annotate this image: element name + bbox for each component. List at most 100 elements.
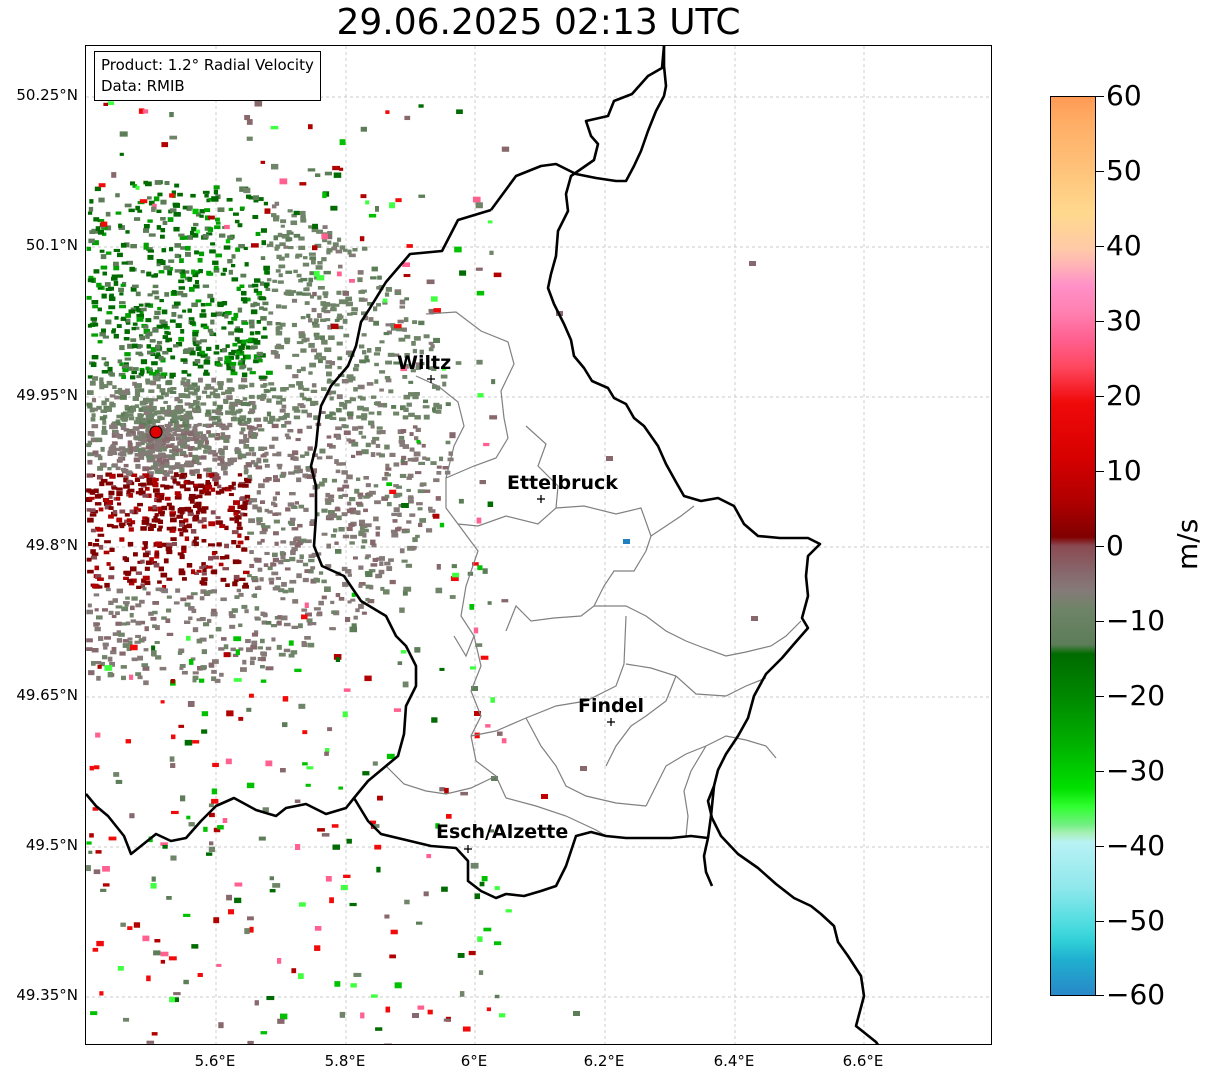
echo-bin bbox=[134, 404, 140, 408]
lat-label: 49.5°N bbox=[25, 836, 78, 854]
echo-bin bbox=[277, 615, 283, 619]
echo-bin bbox=[292, 406, 299, 411]
echo-bin bbox=[95, 732, 101, 738]
echo-bin bbox=[130, 566, 136, 572]
echo-bin bbox=[329, 416, 337, 421]
echo-bin bbox=[280, 768, 286, 773]
echo-bin bbox=[138, 108, 145, 114]
echo-bin bbox=[189, 493, 196, 499]
radar-map[interactable]: Wiltz Ettelbruck Findel Esch/Alzette bbox=[86, 46, 992, 1045]
echo-bin bbox=[161, 309, 168, 315]
echo-bin bbox=[285, 289, 292, 294]
echo-bin bbox=[128, 493, 134, 498]
echo-bin bbox=[291, 527, 299, 531]
echo-bin bbox=[233, 500, 240, 506]
echo-bin bbox=[162, 438, 170, 444]
echo-bin bbox=[375, 531, 380, 537]
echo-bin bbox=[329, 411, 335, 415]
echo-bin bbox=[147, 196, 152, 200]
echo-bin bbox=[190, 446, 195, 450]
echo-bin bbox=[384, 914, 390, 919]
echo-bin bbox=[345, 569, 352, 574]
echo-bin bbox=[111, 525, 119, 529]
echo-bin bbox=[223, 461, 231, 467]
echo-bin bbox=[296, 477, 302, 483]
echo-bin bbox=[277, 620, 282, 626]
echo-bin bbox=[193, 447, 199, 451]
echo-bin bbox=[501, 599, 509, 603]
echo-bin bbox=[326, 371, 332, 377]
echo-bin bbox=[128, 309, 136, 314]
echo-bin bbox=[212, 762, 219, 768]
lon-label: 5.8°E bbox=[324, 1052, 366, 1070]
echo-bin bbox=[99, 462, 107, 468]
echo-bin bbox=[125, 596, 130, 600]
echo-bin bbox=[217, 381, 224, 386]
echo-bin bbox=[130, 605, 135, 611]
echo-bin bbox=[439, 522, 445, 528]
echo-bin bbox=[183, 480, 189, 484]
echo-bin bbox=[149, 339, 156, 343]
echo-bin bbox=[293, 415, 301, 420]
echo-bin bbox=[346, 508, 354, 514]
echo-bin bbox=[159, 465, 165, 470]
echo-bin bbox=[412, 320, 418, 325]
echo-bin bbox=[117, 966, 124, 971]
echo-bin bbox=[277, 958, 282, 964]
echo-bin bbox=[255, 331, 261, 335]
echo-bin bbox=[320, 356, 327, 361]
echo-bin bbox=[208, 521, 216, 527]
echo-bin bbox=[103, 646, 108, 650]
echo-bin bbox=[178, 648, 185, 654]
echo-bin bbox=[191, 429, 198, 435]
echo-bin bbox=[258, 358, 263, 363]
colorbar-label: 60 bbox=[1106, 79, 1142, 112]
echo-bin bbox=[177, 314, 183, 319]
echo-bin bbox=[274, 353, 281, 359]
echo-bin bbox=[125, 572, 131, 576]
echo-bin bbox=[169, 112, 174, 118]
echo-bin bbox=[336, 341, 343, 346]
echo-bin bbox=[309, 362, 317, 368]
echo-bin bbox=[224, 355, 229, 361]
echo-bin bbox=[341, 403, 348, 407]
echo-bin bbox=[364, 359, 370, 363]
echo-bin bbox=[322, 239, 328, 243]
echo-bin bbox=[381, 496, 389, 501]
echo-bin bbox=[116, 274, 124, 278]
echo-bin bbox=[240, 427, 246, 432]
echo-bin bbox=[87, 569, 94, 574]
radar-site-marker[interactable] bbox=[149, 425, 163, 439]
echo-bin bbox=[199, 209, 205, 214]
echo-bin bbox=[321, 307, 327, 313]
echo-bin bbox=[319, 335, 325, 341]
echo-bin bbox=[472, 562, 479, 566]
echo-bin bbox=[362, 407, 369, 412]
echo-bin bbox=[238, 623, 243, 628]
echo-bin bbox=[178, 568, 185, 574]
echo-bin bbox=[117, 473, 124, 478]
echo-bin bbox=[271, 288, 279, 293]
echo-bin bbox=[118, 456, 124, 461]
echo-bin bbox=[109, 403, 116, 408]
map-area[interactable]: Wiltz Ettelbruck Findel Esch/Alzette bbox=[85, 45, 992, 1045]
echo-bin bbox=[375, 573, 381, 579]
echo-bin bbox=[494, 886, 500, 891]
echo-bin bbox=[386, 502, 392, 507]
echo-bin bbox=[235, 247, 241, 252]
echo-bin bbox=[419, 483, 424, 487]
echo-bin bbox=[365, 483, 371, 488]
echo-bin bbox=[224, 313, 229, 319]
colorbar-tick bbox=[1096, 696, 1104, 697]
echo-bin bbox=[139, 199, 148, 204]
echo-bin bbox=[309, 256, 317, 261]
echo-bin bbox=[395, 485, 402, 489]
echo-bin bbox=[155, 344, 161, 350]
echo-bin bbox=[187, 463, 195, 467]
echo-bin bbox=[275, 322, 281, 326]
colorbar-label: 50 bbox=[1106, 154, 1142, 187]
echo-bin bbox=[359, 525, 365, 531]
echo-bin bbox=[104, 540, 111, 544]
echo-bin bbox=[202, 284, 210, 288]
echo-bin bbox=[106, 500, 114, 505]
